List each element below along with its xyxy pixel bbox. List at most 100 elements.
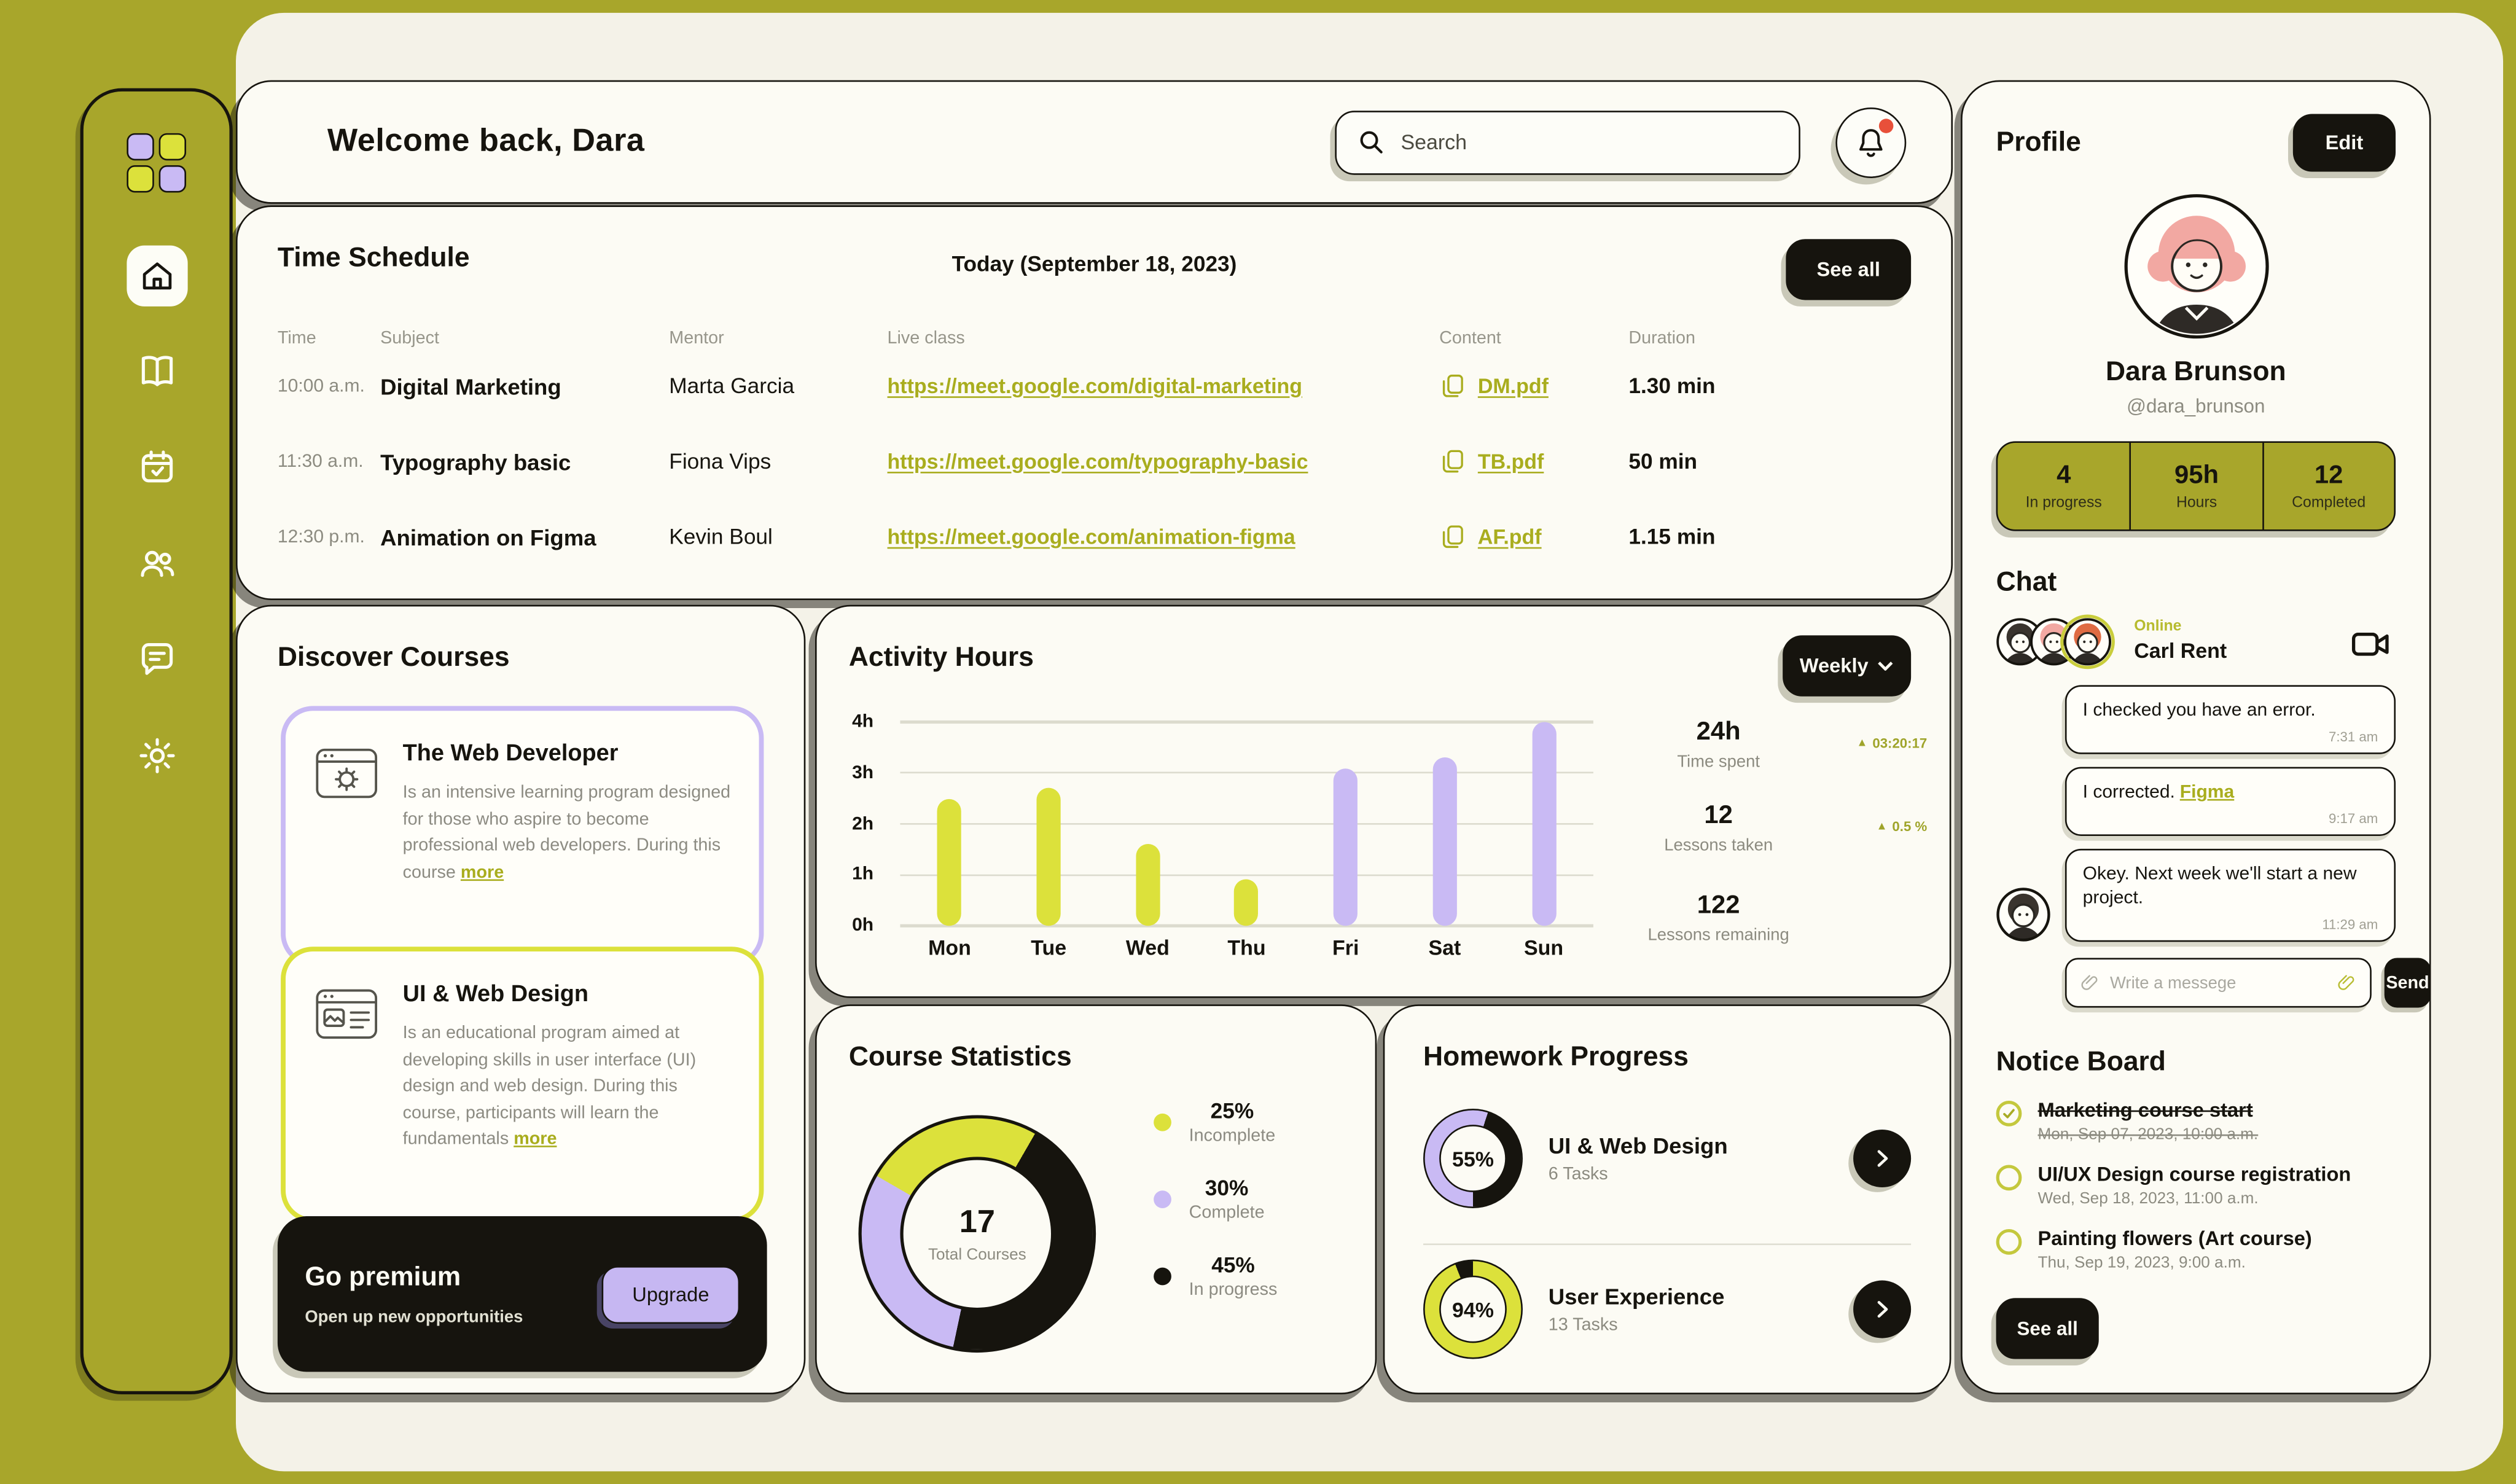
row-duration: 1.15 min xyxy=(1628,525,1716,549)
col-duration: Duration xyxy=(1628,329,1695,348)
activity-title: Activity Hours xyxy=(848,641,1034,673)
content-file-link[interactable]: DM.pdf xyxy=(1477,373,1549,398)
activity-stats: 24h Time spent ▲ 03:20:17 12 Lessons take… xyxy=(1638,713,1928,985)
message-time: 11:29 am xyxy=(2322,916,2378,932)
homework-donut: 55% xyxy=(1423,1109,1523,1208)
row-mentor: Marta Garcia xyxy=(669,373,795,398)
stat-value: 12 xyxy=(1704,802,1733,830)
y-gridline: 4h xyxy=(852,713,1593,732)
notice-item[interactable]: Painting flowers (Art course) Thu, Sep 1… xyxy=(1996,1227,2396,1272)
schedule-see-all-button[interactable]: See all xyxy=(1786,239,1912,300)
content-file-link[interactable]: AF.pdf xyxy=(1477,525,1542,549)
settings-icon[interactable] xyxy=(136,735,178,776)
profile-title: Profile xyxy=(1996,127,2081,157)
delta-lessons: ▲ 0.5 % xyxy=(1876,818,1927,834)
online-status: Online xyxy=(2134,617,2182,636)
legend-item: 30% Complete xyxy=(1154,1176,1277,1222)
activity-bar-chart xyxy=(900,722,1593,926)
premium-subtitle: Open up new opportunities xyxy=(305,1306,523,1326)
search-input-wrapper[interactable] xyxy=(1335,109,1800,174)
stat-label: Completed xyxy=(2292,493,2366,511)
notice-item-title: Marketing course start xyxy=(2037,1099,2253,1122)
stat-in-progress: 4 In progress xyxy=(1998,443,2130,529)
figma-link[interactable]: Figma xyxy=(2179,783,2235,803)
open-homework-button[interactable] xyxy=(1853,1280,1912,1338)
activity-chart-grid: 4h 3h 2h 1h 0h xyxy=(852,713,1593,935)
message-time: 7:31 am xyxy=(2329,728,2378,745)
meet-link[interactable]: https://meet.google.com/digital-marketin… xyxy=(887,373,1303,397)
notice-item[interactable]: UI/UX Design course registration Wed, Se… xyxy=(1996,1163,2396,1208)
chevron-right-icon xyxy=(1877,1300,1888,1318)
row-subject: Animation on Figma xyxy=(380,523,596,550)
check-circle-icon[interactable] xyxy=(1996,1100,2022,1127)
course-statistics-card: Course Statistics 17 Total Courses 25% In… xyxy=(815,1004,1377,1395)
more-link[interactable]: more xyxy=(514,1129,557,1149)
stat-value: 4 xyxy=(2057,461,2071,489)
profile-stats-bar: 4 In progress 95h Hours 12 Completed xyxy=(1996,441,2396,531)
send-button[interactable]: Send xyxy=(2384,958,2431,1008)
profile-name: Dara Brunson xyxy=(2105,356,2286,387)
x-axis-label: Tue xyxy=(1031,935,1067,960)
message-input-wrapper[interactable] xyxy=(2065,958,2372,1008)
message-text: I corrected. xyxy=(2082,783,2175,803)
bell-icon xyxy=(1859,128,1883,157)
app-logo xyxy=(127,133,187,193)
chevron-down-icon xyxy=(1878,662,1894,671)
calendar-icon[interactable] xyxy=(136,446,178,488)
row-duration: 1.30 min xyxy=(1628,373,1716,398)
logo-square xyxy=(158,165,187,193)
course-tile-ui-web-design[interactable]: UI & Web Design Is an educational progra… xyxy=(281,947,764,1223)
meet-link[interactable]: https://meet.google.com/typography-basic xyxy=(887,448,1308,473)
legend-pct: 45% xyxy=(1211,1253,1255,1278)
weekly-dropdown[interactable]: Weekly xyxy=(1783,635,1912,697)
homework-name: UI & Web Design xyxy=(1548,1133,1728,1159)
notification-button[interactable] xyxy=(1835,106,1907,178)
book-icon[interactable] xyxy=(136,350,178,391)
message-input[interactable] xyxy=(2110,973,2327,993)
message-time: 9:17 am xyxy=(2329,810,2378,827)
chat-message: I corrected. Figma 9:17 am xyxy=(1996,767,2396,836)
sidebar-item-home[interactable] xyxy=(126,245,187,307)
homework-pct: 55% xyxy=(1452,1146,1494,1171)
open-homework-button[interactable] xyxy=(1853,1129,1912,1188)
notification-dot xyxy=(1878,117,1894,133)
notice-item-date: Thu, Sep 19, 2023, 9:00 a.m. xyxy=(2037,1254,2246,1273)
course-tile-web-developer[interactable]: The Web Developer Is an intensive learni… xyxy=(281,706,764,966)
y-gridline: 3h xyxy=(852,763,1593,783)
chat-contact-row[interactable]: Online Carl Rent xyxy=(1996,618,2396,673)
stat-value: 12 xyxy=(2314,461,2343,489)
notice-see-all-button[interactable]: See all xyxy=(1996,1298,2099,1359)
edit-profile-button[interactable]: Edit xyxy=(2292,114,2396,172)
homework-name: User Experience xyxy=(1548,1283,1725,1310)
profile-card: Profile Edit Dara Bruns xyxy=(1961,80,2431,1395)
col-mentor: Mentor xyxy=(669,329,724,348)
header-card: Welcome back, Dara xyxy=(235,80,1953,204)
homework-item: 94% User Experience 13 Tasks xyxy=(1423,1256,1912,1362)
stat-lessons-taken: 12 Lessons taken xyxy=(1638,802,1799,855)
y-gridline: 2h xyxy=(852,814,1593,834)
chat-icon[interactable] xyxy=(136,639,178,681)
notice-list: Marketing course start Mon, Sep 07, 2023… xyxy=(1996,1099,2396,1272)
course-description-text: Is an educational program aimed at devel… xyxy=(402,1023,697,1149)
content-file-link[interactable]: TB.pdf xyxy=(1477,449,1544,474)
profile-avatar xyxy=(2123,194,2268,339)
course-name: The Web Developer xyxy=(402,741,619,767)
file-icon xyxy=(1442,450,1463,473)
search-input[interactable] xyxy=(1401,130,1780,154)
users-icon[interactable] xyxy=(136,542,178,584)
course-description: Is an intensive learning program designe… xyxy=(403,780,733,886)
course-description: Is an educational program aimed at devel… xyxy=(403,1020,733,1153)
video-call-button[interactable] xyxy=(2349,623,2393,666)
attach-icon[interactable] xyxy=(2336,972,2357,993)
paperclip-icon[interactable] xyxy=(2079,972,2100,993)
more-link[interactable]: more xyxy=(460,862,504,882)
up-arrow-icon: ▲ xyxy=(1856,737,1868,749)
circle-icon[interactable] xyxy=(1996,1165,2022,1191)
row-time: 11:30 a.m. xyxy=(277,451,364,471)
circle-icon[interactable] xyxy=(1996,1228,2022,1255)
notice-item[interactable]: Marketing course start Mon, Sep 07, 2023… xyxy=(1996,1099,2396,1144)
homework-tasks: 6 Tasks xyxy=(1548,1165,1608,1184)
upgrade-button[interactable]: Upgrade xyxy=(601,1265,740,1323)
meet-link[interactable]: https://meet.google.com/animation-figma xyxy=(887,523,1295,549)
message-bubble: I checked you have an error. 7:31 am xyxy=(2065,685,2396,754)
